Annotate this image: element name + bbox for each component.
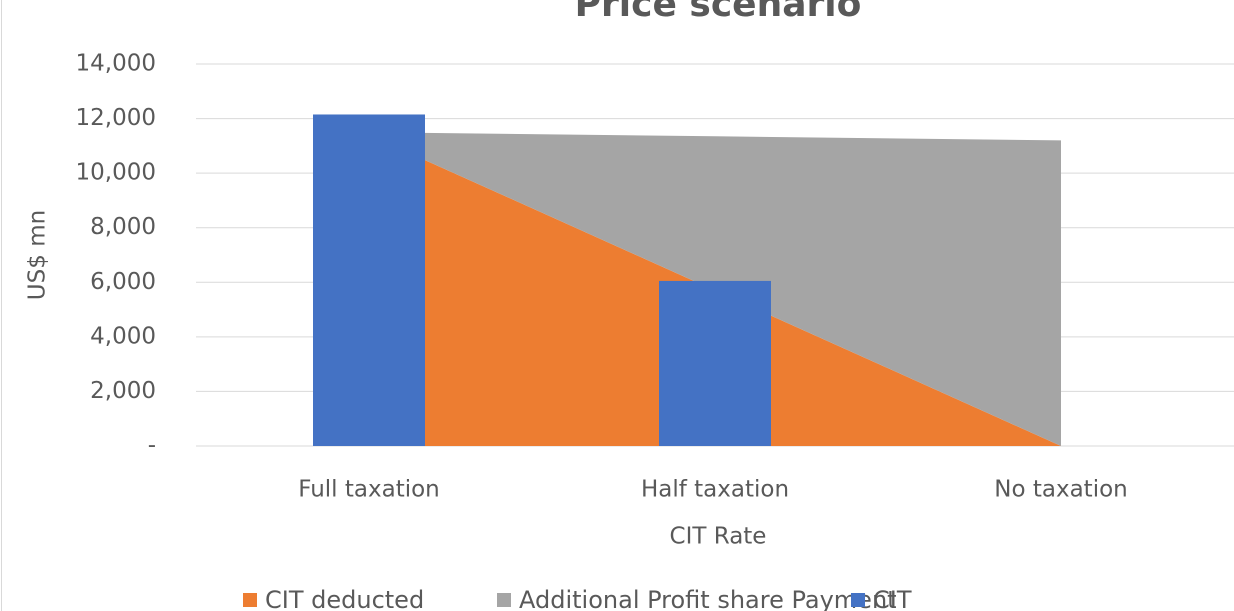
x-axis-label: CIT Rate	[670, 524, 767, 550]
y-tick-label: 6,000	[90, 269, 156, 295]
legend-label: CIT	[873, 586, 912, 611]
bar	[313, 114, 425, 446]
x-tick-label: No taxation	[994, 477, 1127, 503]
bar	[659, 280, 771, 446]
chart-title: Price scenario	[575, 0, 862, 25]
y-tick-label: -	[148, 433, 156, 459]
x-tick-label: Half taxation	[641, 477, 789, 503]
y-tick-label: 12,000	[76, 105, 156, 131]
y-tick-label: 10,000	[76, 160, 156, 186]
legend-label: Additional Profit share Payment	[519, 586, 897, 611]
legend-swatch	[243, 593, 257, 607]
legend-swatch	[851, 593, 865, 607]
y-tick-label: 14,000	[76, 51, 156, 77]
y-tick-label: 2,000	[90, 378, 156, 404]
x-tick-label: Full taxation	[298, 477, 440, 503]
y-axis-label: US$ mn	[25, 210, 51, 300]
y-tick-label: 4,000	[90, 323, 156, 349]
y-tick-label: 8,000	[90, 214, 156, 240]
legend-swatch	[497, 593, 511, 607]
legend-label: CIT deducted	[265, 586, 424, 611]
